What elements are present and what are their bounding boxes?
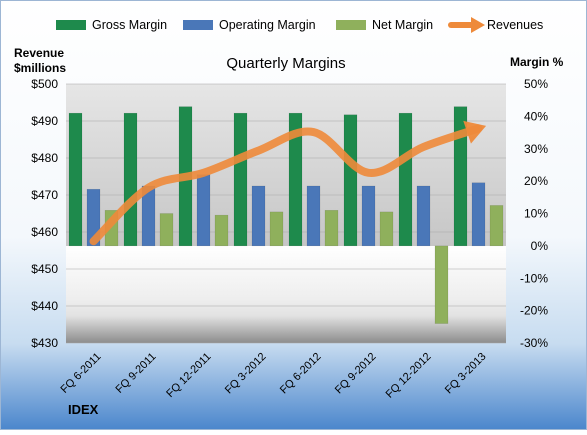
left-axis-tick-label: $500 <box>31 77 58 91</box>
bar-operating-margin <box>252 186 265 246</box>
right-axis-tick-label: 40% <box>524 109 548 123</box>
bar-gross-margin <box>124 113 137 246</box>
bar-operating-margin <box>197 175 210 246</box>
left-axis-tick-label: $480 <box>31 151 58 165</box>
right-axis-tick-label: -10% <box>520 271 548 285</box>
bar-gross-margin <box>344 115 357 246</box>
right-axis-tick-label: 20% <box>524 174 548 188</box>
bar-gross-margin <box>234 113 247 246</box>
source-label: IDEX <box>68 402 99 417</box>
legend-label: Revenues <box>487 18 543 32</box>
bar-gross-margin <box>399 113 412 246</box>
right-axis-tick-label: 0% <box>531 239 549 253</box>
left-axis-tick-label: $470 <box>31 188 58 202</box>
bar-net-margin <box>270 212 283 246</box>
bar-net-margin <box>380 212 393 246</box>
left-axis-tick-label: $450 <box>31 262 58 276</box>
right-axis-label: Margin % <box>510 55 564 69</box>
legend-swatch-gross-margin <box>56 20 86 30</box>
left-axis-tick-label: $490 <box>31 114 58 128</box>
right-axis-tick-label: 50% <box>524 77 548 91</box>
bar-operating-margin <box>472 183 485 246</box>
legend-label: Gross Margin <box>92 18 167 32</box>
left-axis-tick-label: $430 <box>31 336 58 350</box>
left-axis-label-line1: Revenue <box>14 46 64 60</box>
legend-swatch-operating-margin <box>183 20 213 30</box>
bar-net-margin <box>490 205 503 245</box>
bar-operating-margin <box>307 186 320 246</box>
legend-swatch-net-margin <box>336 20 366 30</box>
left-axis-tick-label: $460 <box>31 225 58 239</box>
bar-operating-margin <box>417 186 430 246</box>
legend-label: Net Margin <box>372 18 433 32</box>
right-axis-tick-label: 30% <box>524 142 548 156</box>
left-axis-label-line2: $millions <box>14 61 66 75</box>
legend-label: Operating Margin <box>219 18 316 32</box>
right-axis-tick-label: 10% <box>524 207 548 221</box>
bar-net-margin <box>435 246 448 324</box>
bar-gross-margin <box>454 107 467 246</box>
left-axis-tick-label: $440 <box>31 299 58 313</box>
right-axis-tick-label: -20% <box>520 304 548 318</box>
bar-operating-margin <box>362 186 375 246</box>
bar-gross-margin <box>69 113 82 246</box>
bar-net-margin <box>160 214 173 246</box>
chart-title: Quarterly Margins <box>226 55 345 72</box>
bar-net-margin <box>325 210 338 246</box>
right-axis-tick-label: -30% <box>520 336 548 350</box>
bar-net-margin <box>215 215 228 246</box>
